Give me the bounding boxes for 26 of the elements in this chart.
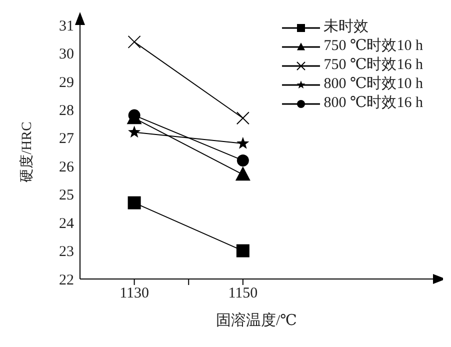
legend-label: 750 ℃时效10 h <box>324 37 423 56</box>
x-axis-title: 固溶温度/℃ <box>216 312 297 329</box>
legend-label: 750 ℃时效16 h <box>324 56 423 75</box>
point <box>236 154 249 166</box>
y-axis-title: 硬度/HRC <box>18 122 35 182</box>
y-tick-label: 22 <box>59 272 74 288</box>
x-tick-label: 1130 <box>120 286 150 302</box>
point <box>128 126 141 138</box>
point <box>236 136 250 149</box>
y-tick-label: 24 <box>59 216 74 232</box>
point <box>128 35 141 48</box>
legend-label: 800 ℃时效16 h <box>324 94 423 113</box>
point <box>236 112 250 125</box>
y-tick-label: 26 <box>59 159 74 176</box>
y-tick-label: 28 <box>59 102 74 119</box>
point <box>236 244 250 258</box>
legend-label: 800 ℃时效10 h <box>324 75 423 94</box>
y-tick-label: 29 <box>59 74 74 91</box>
x-tick-label: 1150 <box>228 286 258 302</box>
point <box>128 196 141 210</box>
y-tick-label: 27 <box>59 131 74 148</box>
legend-label: 未时效 <box>324 18 369 37</box>
y-tick-label: 31 <box>59 18 74 34</box>
y-tick-label: 30 <box>59 46 74 63</box>
y-tick-label: 23 <box>59 244 74 260</box>
y-tick-label: 25 <box>59 188 74 204</box>
